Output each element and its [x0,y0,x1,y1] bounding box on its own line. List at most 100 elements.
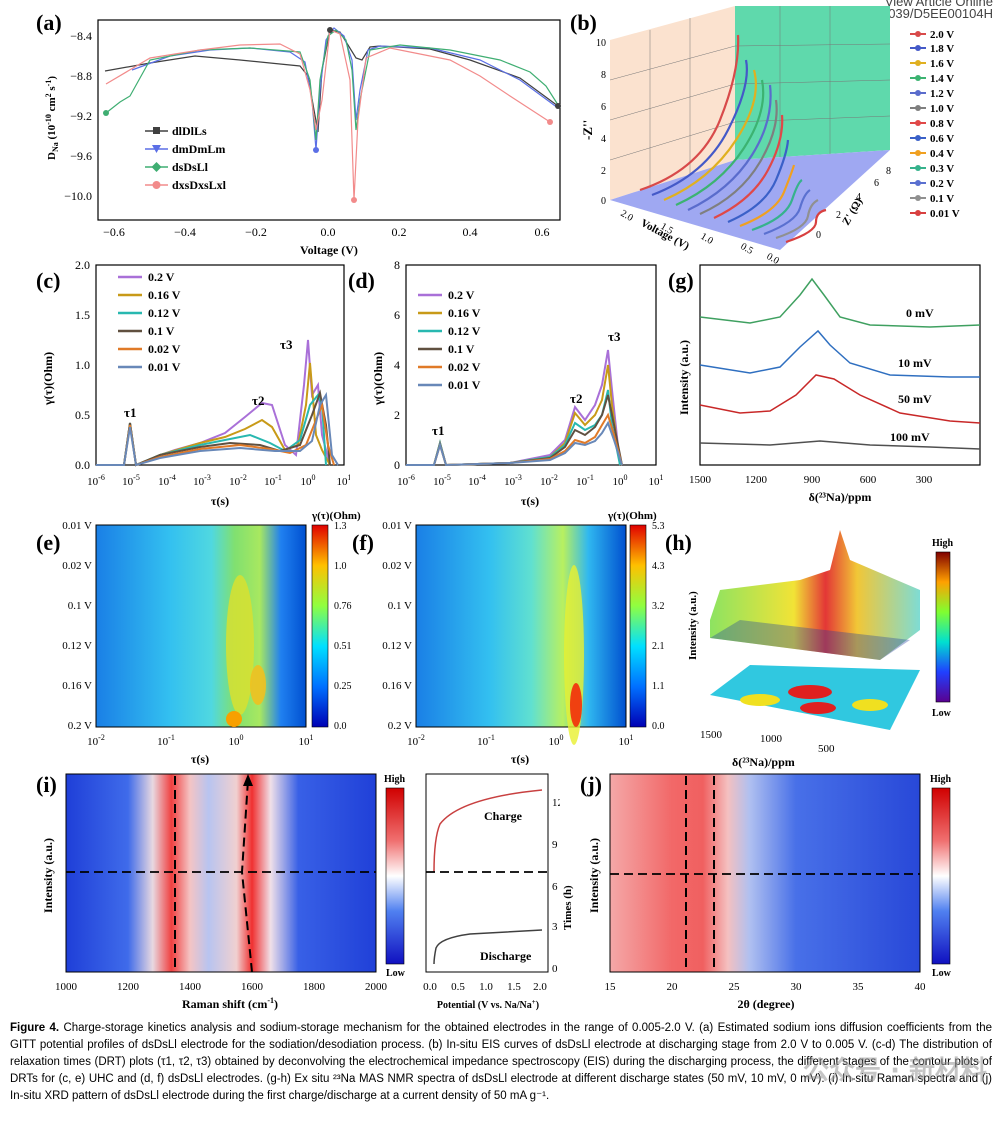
svg-text:0.02 V: 0.02 V [382,560,412,572]
a-ytick: −8.4 [70,29,92,43]
svg-text:τ(s): τ(s) [521,494,539,508]
svg-text:8: 8 [601,70,606,81]
b-ylabel: Z' (Ω) [840,196,865,228]
svg-text:0.01 V: 0.01 V [382,520,412,532]
svg-text:τ1: τ1 [124,405,137,420]
a-ylabel: DNa (10-10 cm2 s-1) [44,76,60,160]
svg-text:101: 101 [299,733,314,748]
svg-text:0.12 V: 0.12 V [148,306,181,320]
svg-text:1200: 1200 [745,474,768,486]
panel-e-chart: 0.01 V 0.02 V 0.1 V 0.12 V 0.16 V 0.2 V … [62,510,361,765]
panel-b-chart: 10 8 6 4 2 0 -Z'' 2.0 1.5 1.0 0.5 0.0 Vo… [580,6,960,265]
svg-text:Potential (V vs. Na/Na+): Potential (V vs. Na/Na+) [437,998,539,1011]
caption-bold: Figure 4. [10,1022,60,1034]
svg-text:10-5: 10-5 [122,473,140,488]
svg-text:γ(τ)(Ohm): γ(τ)(Ohm) [607,510,657,522]
svg-text:−0.6: −0.6 [103,225,125,239]
svg-text:20: 20 [667,981,679,993]
watermark: 公众号 · 新材料 [803,1056,987,1086]
svg-text:10-6: 10-6 [87,473,105,488]
svg-text:101: 101 [649,473,664,488]
svg-text:0.01 V: 0.01 V [148,360,181,374]
svg-text:1.4 V: 1.4 V [930,73,954,85]
a-ytick: −9.2 [70,109,92,123]
svg-text:300: 300 [916,474,933,486]
figure-caption: Figure 4. Charge-storage kinetics analys… [10,1020,992,1105]
svg-text:0 mV: 0 mV [906,306,934,320]
a-legend-item: dxsDxsLxl [172,178,227,192]
view-article-link[interactable]: View Article Online [884,0,993,9]
svg-text:50 mV: 50 mV [898,392,932,406]
svg-text:10-3: 10-3 [504,473,522,488]
svg-text:4: 4 [856,192,861,203]
svg-text:0.5: 0.5 [739,241,755,257]
svg-text:10-2: 10-2 [407,733,425,748]
svg-text:100: 100 [229,733,244,748]
svg-text:0.01 V: 0.01 V [448,378,481,392]
svg-text:τ(s): τ(s) [511,752,529,765]
svg-text:100: 100 [301,473,316,488]
svg-text:τ3: τ3 [608,329,621,344]
svg-text:0.0: 0.0 [423,981,437,993]
svg-text:0.0: 0.0 [321,225,336,239]
svg-text:Low: Low [932,968,952,979]
svg-text:0.6: 0.6 [535,225,550,239]
svg-text:Charge: Charge [484,809,523,823]
svg-text:8: 8 [886,166,891,177]
svg-text:δ(²³Na)/ppm: δ(²³Na)/ppm [732,755,795,769]
svg-text:1.0: 1.0 [699,231,715,247]
a-legend-item: dlDlLs [172,124,207,138]
panel-j-label: (j) [580,772,602,797]
panel-i-chart: Intensity (a.u.) 1000 1200 1400 1600 180… [41,773,560,1011]
a-ytick: −8.8 [70,69,92,83]
svg-text:1000: 1000 [55,981,78,993]
svg-text:10-1: 10-1 [477,733,495,748]
panel-d-label: (d) [348,268,375,293]
svg-text:2.0 V: 2.0 V [930,29,954,41]
svg-text:3.2: 3.2 [652,601,665,612]
svg-text:25: 25 [729,981,741,993]
svg-text:900: 900 [804,474,821,486]
svg-text:9: 9 [552,839,558,851]
svg-text:0.2 V: 0.2 V [68,720,92,732]
panel-h-label: (h) [665,530,692,555]
panel-a-label: (a) [36,10,62,35]
svg-text:1.2 V: 1.2 V [930,88,954,100]
svg-text:Times (h): Times (h) [562,885,574,930]
svg-text:10 mV: 10 mV [898,356,932,370]
svg-text:−0.4: −0.4 [174,225,196,239]
svg-text:Intensity (a.u.): Intensity (a.u.) [587,838,601,913]
svg-text:0.16 V: 0.16 V [62,680,92,692]
svg-text:12: 12 [552,797,560,809]
panel-g-label: (g) [668,268,694,293]
svg-text:1.0: 1.0 [75,358,90,372]
svg-text:600: 600 [860,474,877,486]
svg-text:0.4: 0.4 [463,225,478,239]
svg-text:6: 6 [394,308,400,322]
svg-text:1800: 1800 [303,981,326,993]
svg-text:10-2: 10-2 [540,473,558,488]
svg-text:1.0: 1.0 [479,981,493,993]
svg-text:Intensity (a.u.): Intensity (a.u.) [41,838,55,913]
svg-text:10-2: 10-2 [87,733,105,748]
a-ytick: −10.0 [64,189,92,203]
svg-text:0: 0 [552,963,558,975]
svg-text:4: 4 [601,134,606,145]
svg-text:0.4 V: 0.4 V [930,148,954,160]
svg-text:0.25: 0.25 [334,681,352,692]
svg-text:0.1 V: 0.1 V [68,600,92,612]
a-legend-item: dsDsLl [172,160,209,174]
svg-text:0.6 V: 0.6 V [930,133,954,145]
a-legend-item: dmDmLm [172,142,225,156]
svg-text:0.2 V: 0.2 V [148,270,175,284]
svg-text:0.12 V: 0.12 V [448,324,481,338]
svg-text:0.16 V: 0.16 V [448,306,481,320]
svg-text:1.6 V: 1.6 V [930,58,954,70]
svg-text:δ(²³Na)/ppm: δ(²³Na)/ppm [809,490,872,504]
svg-text:Intensity (a.u.): Intensity (a.u.) [677,340,691,415]
svg-text:10: 10 [596,38,606,49]
svg-text:0.2 V: 0.2 V [930,178,954,190]
svg-text:γ(τ)(Ohm): γ(τ)(Ohm) [311,510,361,522]
svg-text:1500: 1500 [700,729,723,741]
svg-text:4: 4 [394,358,400,372]
